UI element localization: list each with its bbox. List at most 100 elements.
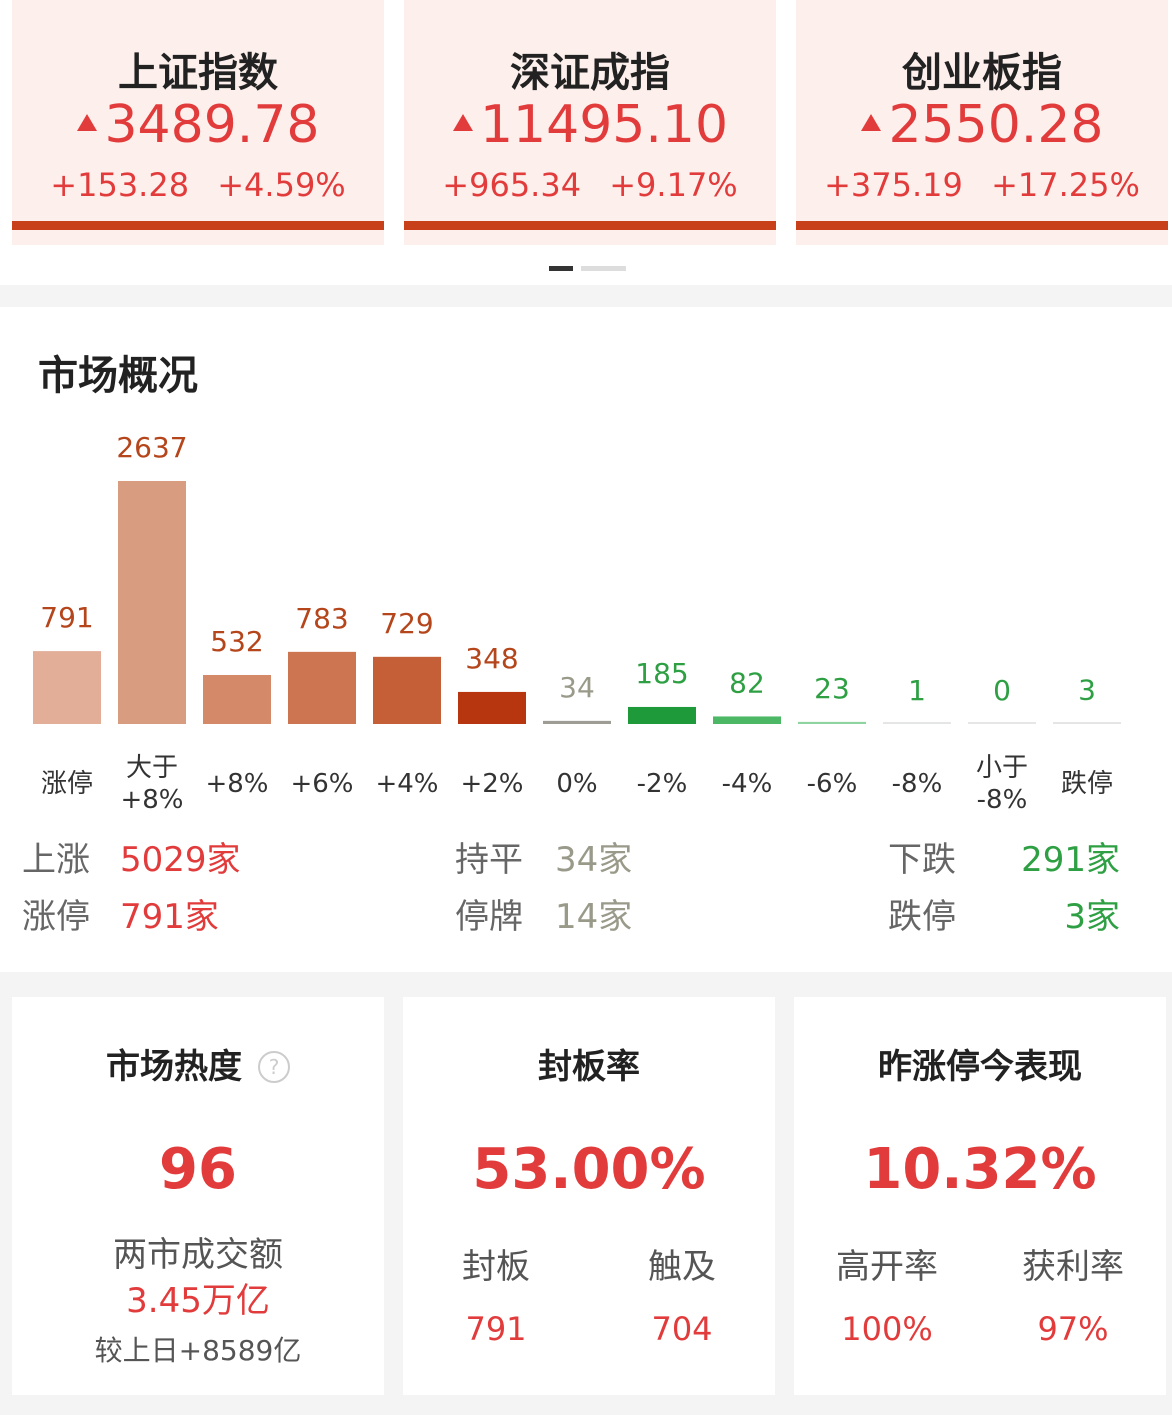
bar-value-label: 34 — [559, 671, 595, 704]
summary-label: 下跌 — [888, 840, 956, 880]
bar-value-label: 783 — [295, 602, 348, 635]
bar — [628, 706, 696, 724]
bar-value-label: 532 — [210, 625, 263, 658]
bar-value-label: 729 — [380, 607, 433, 640]
index-change: +153.28 — [50, 166, 190, 204]
index-name: 深证成指 — [510, 50, 670, 96]
card-title: 市场热度? — [12, 1039, 384, 1088]
bar — [33, 651, 101, 724]
bar-value-label: 2637 — [116, 431, 187, 464]
bar — [288, 651, 356, 724]
index-percent: +9.17% — [609, 166, 738, 204]
category-label: -8% — [977, 785, 1028, 815]
stat-card: 封板率 53.00% 封板 791 触及 704 — [403, 997, 775, 1395]
summary-value: 791家 — [120, 897, 219, 937]
card-item-value: 100% — [841, 1310, 933, 1348]
category-label: -6% — [807, 769, 858, 799]
bar-value-label: 791 — [40, 601, 93, 634]
category-label: -2% — [637, 769, 688, 799]
index-card: 深证成指 11495.10 +965.34 +9.17% — [404, 0, 776, 245]
bar-value-label: 1 — [908, 674, 926, 707]
index-value: 2550.28 — [796, 95, 1168, 155]
index-underline — [796, 221, 1168, 230]
bar — [458, 691, 526, 724]
index-name: 上证指数 — [118, 50, 278, 96]
card-value: 10.32% — [863, 1137, 1097, 1202]
bar-chart: 791涨停2637大于+8%532+8%783+6%729+4%348+2%34… — [33, 431, 1121, 815]
index-change-row: +375.19 +17.25% — [796, 166, 1168, 204]
card-item-label: 高开率 — [836, 1247, 938, 1287]
bar-value-label: 3 — [1078, 674, 1096, 707]
pager-dot — [549, 266, 573, 271]
up-arrow — [452, 114, 473, 131]
up-arrow — [861, 114, 882, 131]
bar — [543, 720, 611, 724]
card-value: 96 — [159, 1137, 237, 1202]
category-label: 小于 — [976, 753, 1028, 783]
category-label: -8% — [892, 769, 943, 799]
card-item-label: 封板 — [462, 1247, 530, 1287]
market-overview: 市场概况 791 涨停 2637 大于 +8% 532 +8% 783 +6% 729 +4% 348… — [0, 307, 1172, 972]
summary-label: 上涨 — [22, 840, 90, 880]
index-price: 3489.78 — [104, 95, 320, 155]
index-change: +965.34 — [442, 166, 582, 204]
summary-value: 291家 — [1021, 840, 1120, 880]
summary-value: 14家 — [555, 897, 633, 937]
card-item-value: 791 — [465, 1310, 527, 1348]
category-label: +2% — [460, 769, 523, 799]
index-strip: 上证指数 3489.78 +153.28 +4.59% 深证成指 11495.10 +9… — [0, 0, 1172, 285]
card-note: 较上日+8589亿 — [94, 1334, 302, 1367]
summary-value: 34家 — [555, 840, 633, 880]
index-percent: +4.59% — [217, 166, 346, 204]
summary-value: 3家 — [1064, 897, 1120, 937]
card-item-label: 触及 — [648, 1247, 716, 1287]
index-name: 创业板指 — [902, 50, 1062, 96]
bar — [713, 716, 781, 724]
category-label: 涨停 — [41, 769, 93, 799]
category-label: +8% — [120, 785, 183, 815]
index-price: 11495.10 — [479, 95, 729, 155]
category-label: -4% — [722, 769, 773, 799]
summary-label: 停牌 — [455, 897, 523, 937]
card-item-value: 97% — [1037, 1310, 1109, 1348]
card-sub-value: 3.45万亿 — [126, 1281, 270, 1321]
pager-dot — [581, 266, 626, 271]
index-value: 3489.78 — [12, 95, 384, 155]
index-card: 创业板指 2550.28 +375.19 +17.25% — [796, 0, 1168, 245]
stat-card: 市场热度? 96 两市成交额 3.45万亿 较上日+8589亿 — [12, 997, 384, 1395]
index-card: 上证指数 3489.78 +153.28 +4.59% — [12, 0, 384, 245]
summary-value: 5029家 — [120, 840, 241, 880]
card-value: 53.00% — [472, 1137, 706, 1202]
category-label: +4% — [375, 769, 438, 799]
bar — [373, 656, 441, 724]
summary-label: 跌停 — [888, 897, 956, 937]
index-underline — [404, 221, 776, 230]
card-title: 昨涨停今表现 — [878, 1047, 1082, 1087]
bar-value-label: 348 — [465, 642, 518, 675]
index-underline — [12, 221, 384, 230]
index-change-row: +153.28 +4.59% — [12, 166, 384, 204]
category-label: 大于 — [126, 753, 178, 783]
category-label: +8% — [205, 769, 268, 799]
up-arrow — [77, 114, 98, 131]
index-percent: +17.25% — [991, 166, 1140, 204]
help-icon[interactable]: ? — [258, 1051, 290, 1083]
summary-label: 涨停 — [22, 897, 90, 937]
section-title: 市场概况 — [38, 353, 198, 399]
bar-value-label: 0 — [993, 674, 1011, 707]
bar-value-label: 82 — [729, 666, 765, 699]
summary-label: 持平 — [455, 840, 523, 880]
index-change: +375.19 — [824, 166, 963, 204]
card-item-label: 获利率 — [1022, 1247, 1124, 1287]
index-price: 2550.28 — [888, 95, 1104, 155]
card-item-value: 704 — [651, 1310, 713, 1348]
category-label: 0% — [556, 769, 597, 799]
category-label: +6% — [290, 769, 353, 799]
bar-value-label: 185 — [635, 657, 688, 690]
category-label: 跌停 — [1061, 769, 1113, 799]
index-change-row: +965.34 +9.17% — [404, 166, 776, 204]
bar — [118, 481, 186, 724]
bar-value-label: 23 — [814, 672, 850, 705]
stat-card: 昨涨停今表现 10.32% 高开率 100% 获利率 97% — [794, 997, 1166, 1395]
